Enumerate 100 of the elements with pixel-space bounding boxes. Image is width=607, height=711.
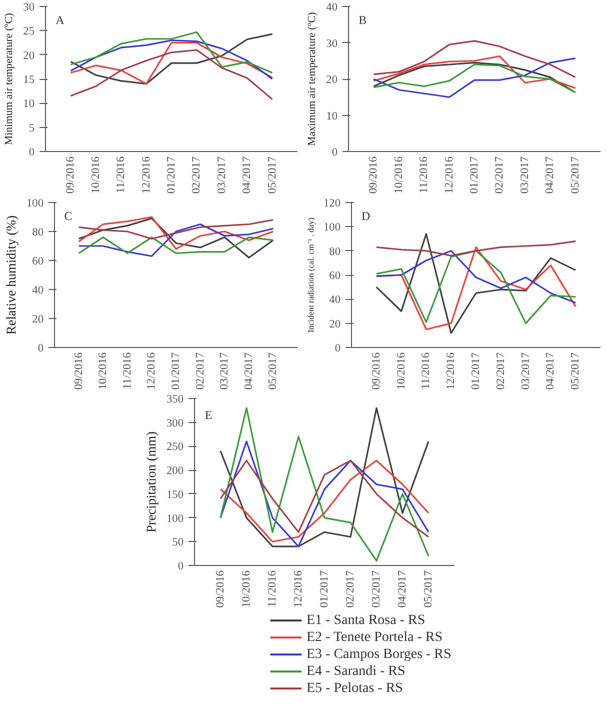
x-tick-label: 04/2017 (241, 156, 254, 194)
line-series (78, 219, 274, 240)
y-tick-label: 80 (32, 226, 44, 238)
y-tick-label: 60 (32, 256, 44, 268)
legend-label: E1 - Santa Rosa - RS (306, 613, 426, 628)
y-tick-label: 120 (324, 198, 341, 210)
line-series (78, 223, 274, 257)
x-tick-label: 09/2016 (72, 352, 85, 390)
legend-label: E4 - Sarandi - RS (306, 664, 406, 679)
line-series (70, 31, 274, 74)
x-tick-label: 02/2017 (190, 156, 203, 194)
y-tick-label: 150 (166, 488, 184, 501)
x-tick-label: 10/2016 (97, 352, 110, 390)
x-tick-label: 10/2016 (90, 156, 102, 194)
y-tick-label: 30 (23, 2, 35, 14)
text: B (358, 12, 367, 27)
line-series (70, 49, 274, 100)
y-tick-label: 20 (329, 318, 341, 330)
x-tick-label: 04/2017 (544, 156, 556, 194)
y-tick-label: 20 (23, 50, 35, 62)
y-tick-label: 300 (166, 417, 184, 430)
x-tick-label: 01/2017 (468, 156, 480, 194)
y-tick-label: 30 (326, 38, 338, 50)
line-series (78, 236, 274, 254)
x-tick-label: 03/2017 (518, 156, 531, 194)
y-axis-title: Relative humidity (%) (4, 215, 19, 335)
x-tick-label: 12/2016 (292, 570, 304, 608)
y-tick-label: 10 (23, 98, 35, 110)
y-tick-label: 5 (28, 122, 35, 134)
y-tick-label: 80 (329, 246, 341, 258)
x-tick-label: 02/2017 (494, 156, 506, 194)
line-series (376, 233, 576, 334)
y-axis-title: Maximum air temperature (ºC) (306, 12, 318, 146)
y-tick-label: 60 (329, 270, 341, 282)
y-axis-title: Incident radiation (cal. cm⁻¹ . day) (306, 217, 316, 333)
x-tick-label: 09/2016 (214, 570, 226, 608)
y-tick-label: 100 (166, 512, 184, 525)
x-tick-label: 01/2017 (470, 352, 482, 390)
y-tick-label: 350 (166, 394, 184, 406)
text: A (56, 12, 65, 27)
x-tick-label: 12/2016 (140, 156, 152, 194)
y-tick-label: 40 (326, 2, 338, 14)
line-series (372, 40, 576, 78)
y-tick-label: 40 (329, 294, 341, 306)
y-tick-label: 0 (334, 342, 341, 354)
x-tick-label: 04/2017 (544, 352, 557, 390)
x-tick-label: 09/2016 (64, 156, 77, 194)
x-tick-label: 09/2016 (370, 352, 382, 390)
y-tick-label: 20 (326, 74, 338, 86)
x-tick-label: 03/2017 (216, 156, 228, 194)
y-axis-title: Precipitation (mm) (144, 431, 159, 533)
x-tick-label: 02/2017 (344, 570, 356, 608)
y-tick-label: 0 (178, 560, 184, 572)
x-tick-label: 05/2017 (569, 156, 582, 194)
y-tick-label: 200 (166, 465, 184, 478)
x-tick-label: 05/2017 (422, 570, 434, 608)
x-tick-label: 02/2017 (194, 352, 206, 390)
x-tick-label: 01/2017 (166, 156, 178, 194)
x-tick-label: 11/2016 (418, 156, 430, 194)
y-tick-label: 100 (324, 222, 341, 234)
legend-label: E3 - Campos Borges - RS (306, 647, 452, 662)
x-tick-label: 02/2017 (494, 352, 507, 390)
x-tick-label: 05/2017 (570, 352, 582, 390)
y-tick-label: 0 (332, 146, 338, 158)
y-tick-label: 100 (26, 198, 44, 210)
x-tick-label: 12/2016 (443, 156, 456, 194)
x-tick-label: 10/2016 (395, 352, 408, 390)
x-tick-label: 10/2016 (240, 570, 252, 608)
x-tick-label: 04/2017 (242, 352, 255, 390)
x-tick-label: 10/2016 (392, 156, 405, 194)
y-tick-label: 50 (172, 536, 184, 549)
line-series (70, 33, 274, 85)
x-tick-label: 05/2017 (267, 352, 280, 390)
line-series (78, 218, 274, 258)
x-tick-label: 09/2016 (368, 156, 380, 194)
x-tick-label: 01/2017 (318, 570, 330, 608)
x-tick-label: 01/2017 (170, 352, 182, 390)
y-axis-title: Minimum air temperature (ºC) (3, 12, 16, 145)
line-series (220, 440, 430, 548)
y-tick-label: 0 (28, 146, 35, 158)
y-tick-label: 0 (38, 342, 44, 354)
y-tick-label: 15 (23, 74, 35, 86)
line-series (372, 55, 576, 89)
x-tick-label: 12/2016 (146, 352, 158, 390)
line-series (376, 250, 576, 304)
legend-label: E5 - Pelotas - RS (306, 681, 403, 696)
text: C (64, 208, 72, 223)
x-tick-label: 03/2017 (370, 570, 382, 608)
line-series (376, 240, 576, 256)
x-tick-label: 11/2016 (121, 352, 134, 390)
x-tick-label: 03/2017 (520, 352, 532, 390)
x-tick-label: 11/2016 (420, 352, 432, 390)
x-tick-label: 03/2017 (218, 352, 231, 390)
text: D (361, 208, 370, 223)
y-tick-label: 20 (32, 314, 44, 326)
text: E (204, 408, 212, 422)
x-tick-label: 11/2016 (115, 156, 128, 194)
y-tick-label: 250 (166, 441, 184, 454)
y-tick-label: 10 (326, 110, 338, 122)
x-tick-label: 12/2016 (445, 352, 458, 390)
